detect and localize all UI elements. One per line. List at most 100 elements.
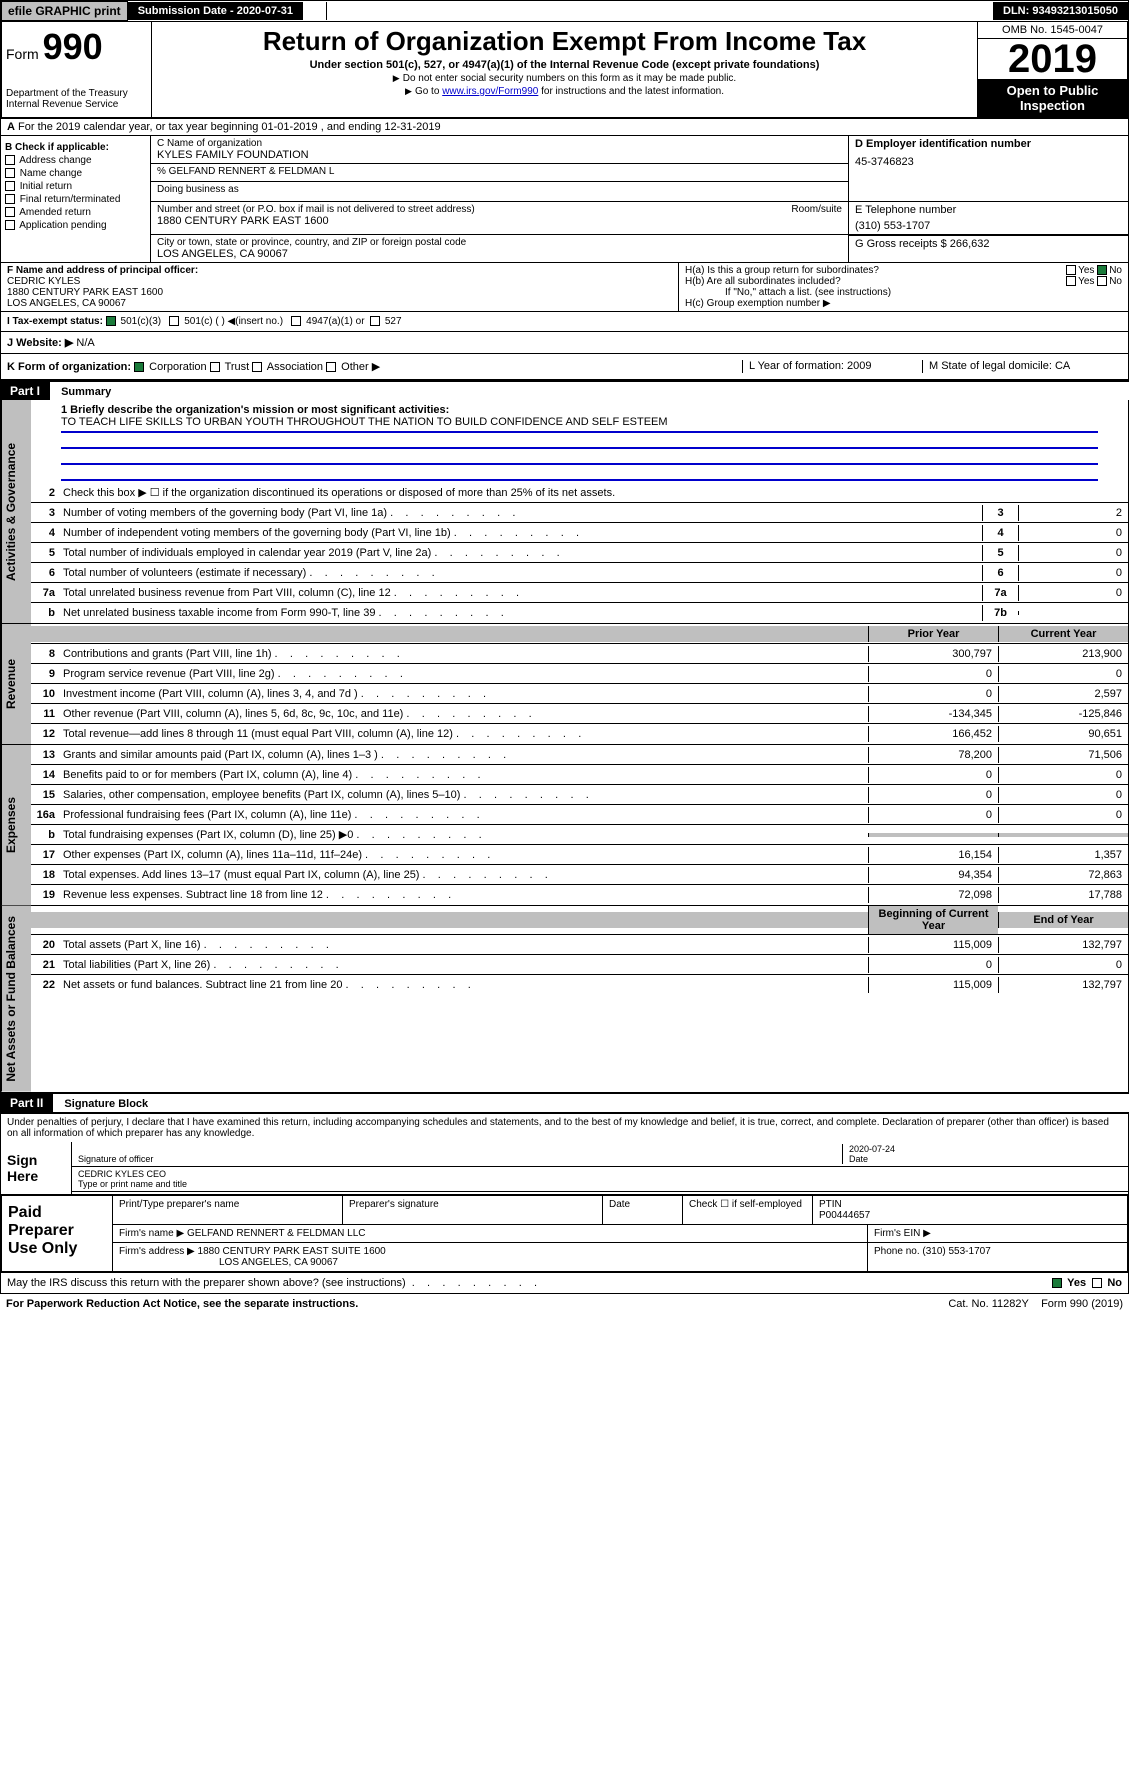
col-b-option: Application pending [5,220,146,231]
checkbox-icon[interactable] [5,168,15,178]
line-a-text: For the 2019 calendar year, or tax year … [18,121,441,133]
checkbox-icon[interactable] [5,155,15,165]
checkbox-icon[interactable] [5,220,15,230]
governance-section: Activities & Governance 1 Briefly descri… [0,400,1129,624]
mission-line [61,431,1098,433]
efile-button[interactable]: efile GRAPHIC print [1,1,128,21]
officer-name: CEDRIC KYLES [7,276,672,287]
open-public: Open to Public Inspection [978,79,1127,117]
checkbox-icon[interactable] [1097,276,1107,286]
opt-other: Other ▶ [341,361,380,373]
table-row: 10Investment income (Part VIII, column (… [31,684,1128,704]
gross-receipts: G Gross receipts $ 266,632 [848,235,1128,262]
table-row: 8Contributions and grants (Part VIII, li… [31,644,1128,664]
prep-name-hdr: Print/Type preparer's name [112,1196,342,1224]
submission-date: Submission Date - 2020-07-31 [128,2,303,20]
hb-label: H(b) Are all subordinates included? [685,276,841,287]
col-b-option: Initial return [5,181,146,192]
note-ssn: Do not enter social security numbers on … [403,73,736,84]
ptin-hdr: PTIN [819,1199,842,1210]
col-b-check: B Check if applicable: Address change Na… [1,136,151,262]
checkbox-icon[interactable] [5,181,15,191]
dept: Department of the Treasury Internal Reve… [6,88,147,110]
form-header: Form 990 Department of the Treasury Inte… [0,22,1129,119]
paid-preparer-block: Paid Preparer Use Only Print/Type prepar… [0,1195,1129,1273]
checkbox-icon[interactable] [326,362,336,372]
row-k: K Form of organization: Corporation Trus… [0,354,1129,380]
part-1-label: Part I [0,382,50,400]
firm-ein-label: Firm's EIN ▶ [867,1225,1127,1242]
col-b-option: Final return/terminated [5,194,146,205]
side-balances: Net Assets or Fund Balances [1,906,31,1092]
table-row: 4Number of independent voting members of… [31,523,1128,543]
table-row: 21Total liabilities (Part X, line 26)00 [31,955,1128,975]
table-row: bTotal fundraising expenses (Part IX, co… [31,825,1128,845]
website-value: N/A [76,337,94,349]
checkbox-icon[interactable] [210,362,220,372]
irs-link[interactable]: www.irs.gov/Form990 [442,86,538,97]
firm-city: LOS ANGELES, CA 90067 [119,1257,338,1268]
hdr-prior-year: Prior Year [868,626,998,642]
checkbox-icon[interactable] [5,207,15,217]
footer: For Paperwork Reduction Act Notice, see … [0,1294,1129,1314]
checkbox-icon[interactable] [1066,265,1076,275]
sig-name: CEDRIC KYLES CEO [78,1169,166,1179]
year-formation: L Year of formation: 2009 [742,360,922,373]
footer-pra: For Paperwork Reduction Act Notice, see … [6,1298,358,1310]
name-label: C Name of organization [157,138,842,149]
ha-label: H(a) Is this a group return for subordin… [685,265,879,276]
table-row: 17Other expenses (Part IX, column (A), l… [31,845,1128,865]
col-b-header: B Check if applicable: [5,142,146,153]
website-label: J Website: ▶ [7,337,73,349]
room-label: Room/suite [791,204,842,215]
table-row: 18Total expenses. Add lines 13–17 (must … [31,865,1128,885]
yes-label: Yes [1067,1277,1086,1289]
no-label: No [1109,265,1122,276]
checkbox-icon[interactable] [1066,276,1076,286]
form-subtitle: Under section 501(c), 527, or 4947(a)(1)… [156,59,973,71]
checkbox-icon[interactable] [291,316,301,326]
prep-check-hdr: Check ☐ if self-employed [682,1196,812,1224]
note-goto-pre: Go to [415,86,442,97]
hc-label: H(c) Group exemption number ▶ [685,298,1122,309]
submission-date-blank [303,2,327,20]
table-row: 12Total revenue—add lines 8 through 11 (… [31,724,1128,744]
phone-label: E Telephone number [855,204,1122,216]
part-1-header: Part I Summary [0,380,1129,400]
table-row: 9Program service revenue (Part VIII, lin… [31,664,1128,684]
checkbox-checked-icon[interactable] [106,316,116,326]
checkbox-checked-icon[interactable] [1052,1278,1062,1288]
ein-value: 45-3746823 [855,156,1122,168]
table-row: 20Total assets (Part X, line 16)115,0091… [31,935,1128,955]
checkbox-icon[interactable] [5,194,15,204]
officer-city: LOS ANGELES, CA 90067 [7,298,672,309]
checkbox-icon[interactable] [1092,1278,1102,1288]
row-fh: F Name and address of principal officer:… [0,263,1129,312]
row-i: I Tax-exempt status: 501(c)(3) 501(c) ( … [1,312,1128,331]
firm-addr-label: Firm's address ▶ [119,1246,195,1257]
firm-phone: Phone no. (310) 553-1707 [867,1243,1127,1271]
table-row: 13Grants and similar amounts paid (Part … [31,745,1128,765]
arrow-icon [405,86,415,97]
sig-officer-label: Signature of officer [78,1154,153,1164]
addr-value: 1880 CENTURY PARK EAST 1600 [157,215,842,227]
checkbox-icon[interactable] [370,316,380,326]
prep-date-hdr: Date [602,1196,682,1224]
top-bar: efile GRAPHIC print Submission Date - 20… [0,0,1129,22]
officer-label: F Name and address of principal officer: [7,265,672,276]
table-row: 22Net assets or fund balances. Subtract … [31,975,1128,995]
row-j: J Website: ▶ N/A [0,332,1129,354]
checkbox-checked-icon[interactable] [1097,265,1107,275]
checkbox-icon[interactable] [169,316,179,326]
table-row: 19Revenue less expenses. Subtract line 1… [31,885,1128,905]
hdr-beginning: Beginning of Current Year [868,906,998,934]
ein-label: D Employer identification number [855,138,1122,150]
table-row: 6Total number of volunteers (estimate if… [31,563,1128,583]
sig-name-label: Type or print name and title [78,1179,187,1189]
org-name: KYLES FAMILY FOUNDATION [157,149,842,161]
checkbox-checked-icon[interactable] [134,362,144,372]
expenses-section: Expenses 13Grants and similar amounts pa… [0,745,1129,906]
state-domicile: M State of legal domicile: CA [922,360,1122,373]
checkbox-icon[interactable] [252,362,262,372]
sig-date-label: Date [849,1154,868,1164]
